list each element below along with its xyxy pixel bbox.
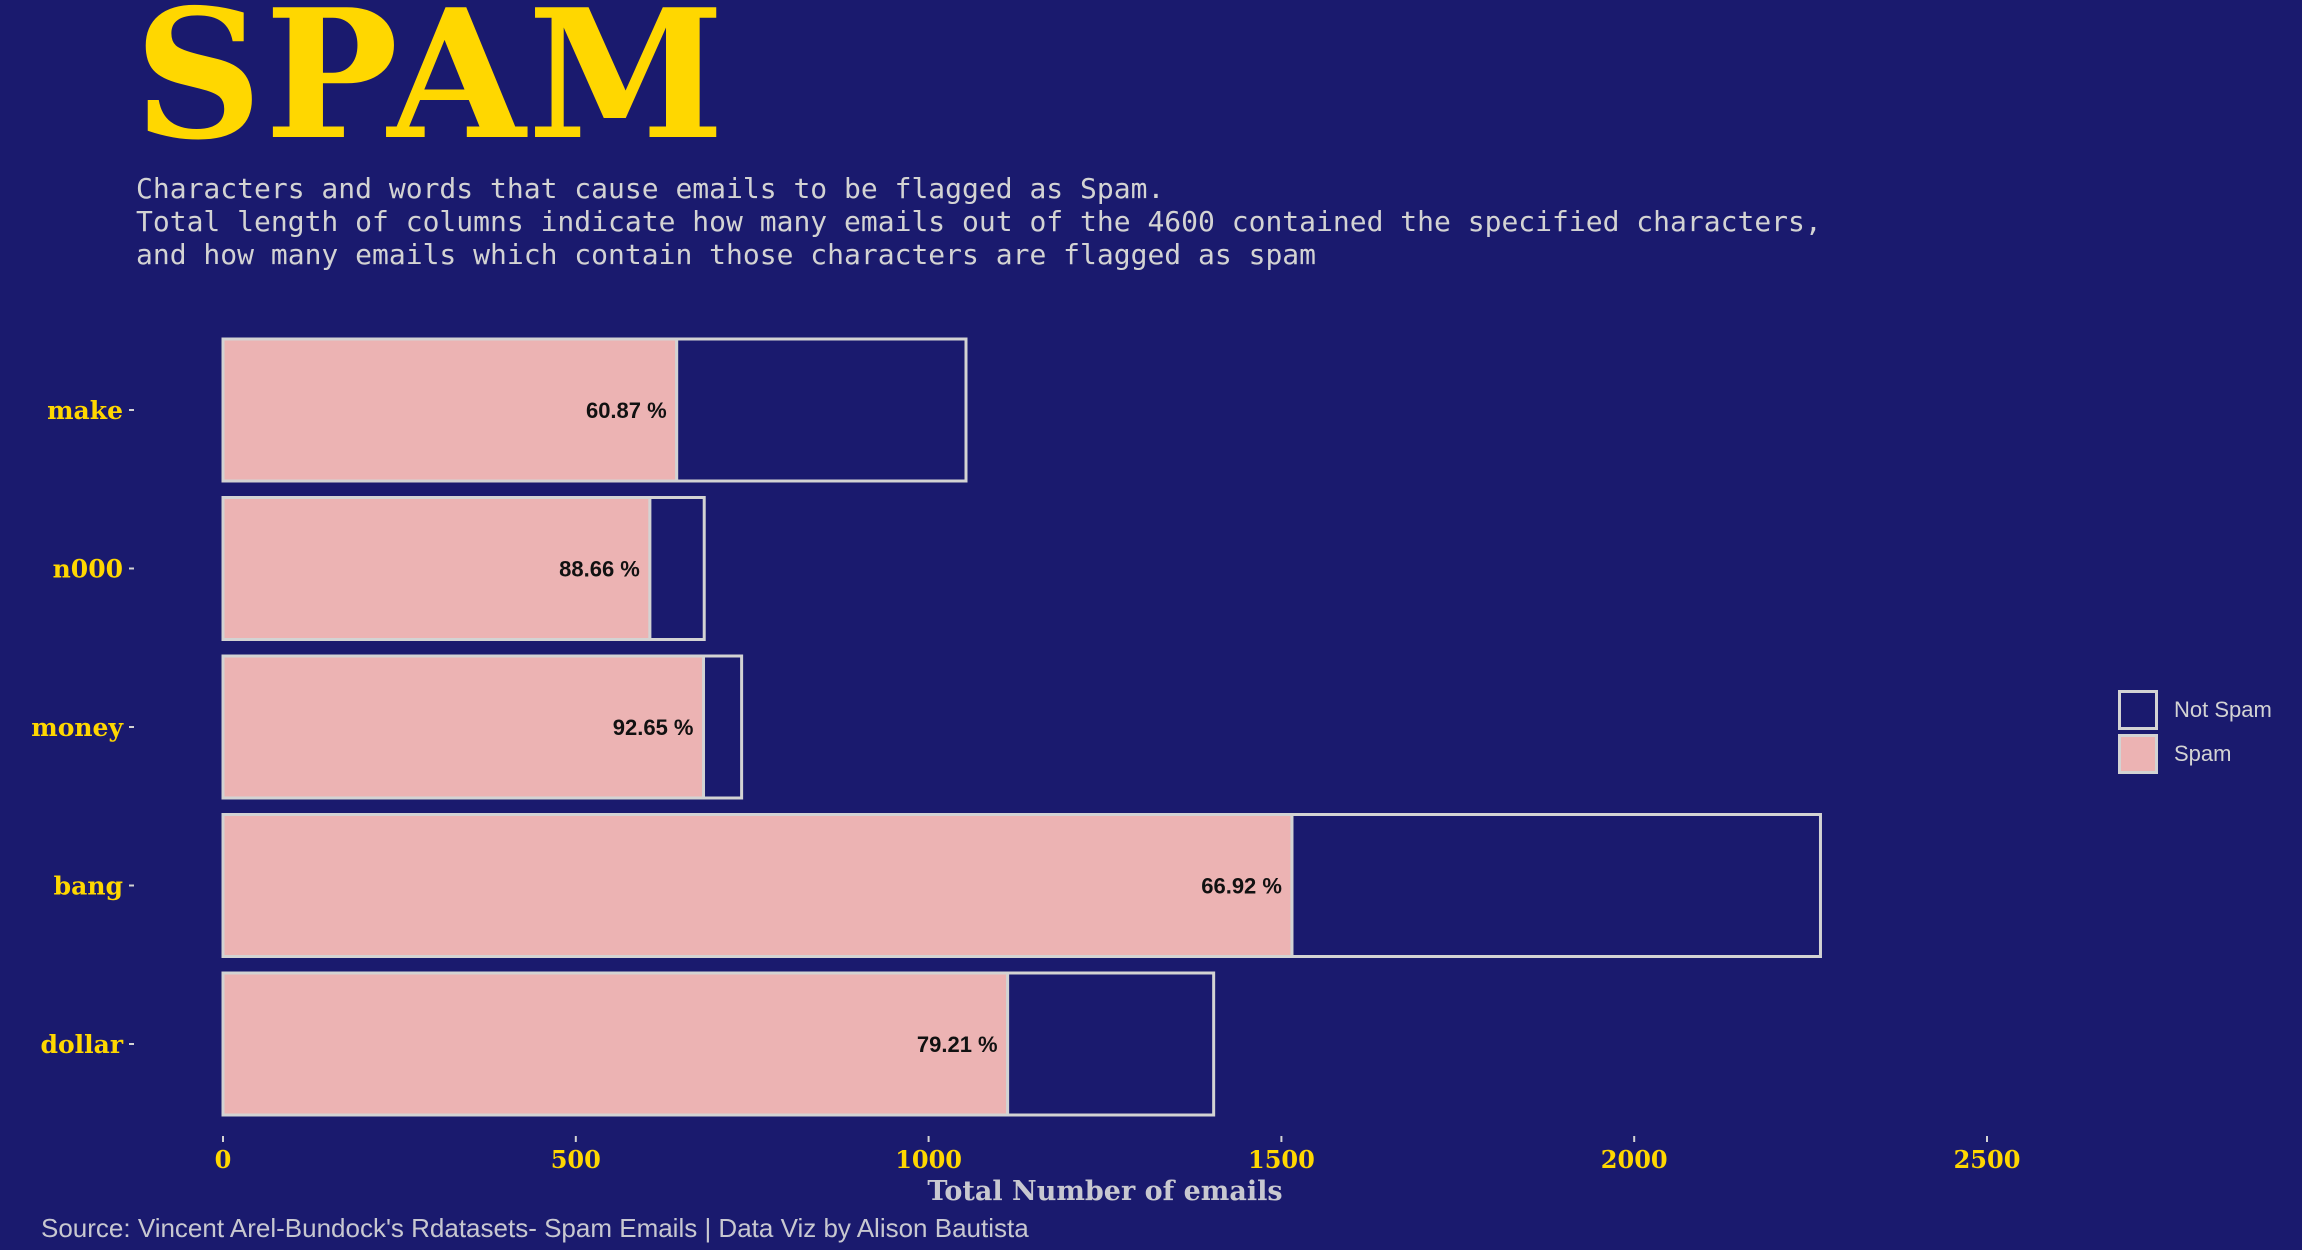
x-tick-label-0: 0 [215, 1145, 232, 1174]
bar-not-spam-money [702, 654, 744, 800]
x-tick-label-1000: 1000 [895, 1145, 962, 1174]
x-tick-label-2500: 2500 [1954, 1145, 2021, 1174]
y-tick-label-n000: n000 [53, 555, 123, 584]
chart-subtitle: Characters and words that cause emails t… [136, 172, 1822, 271]
bar-spam-dollar [221, 971, 1010, 1117]
subtitle-line-1: Characters and words that cause emails t… [136, 172, 1165, 205]
subtitle-line-2: Total length of columns indicate how man… [136, 205, 1822, 238]
subtitle-line-3: and how many emails which contain those … [136, 238, 1317, 271]
legend-item-spam: Spam [2118, 732, 2272, 776]
source-caption: Source: Vincent Arel-Bundock's Rdatasets… [41, 1213, 1029, 1243]
y-tick-label-make: make [47, 396, 123, 425]
legend: Not Spam Spam [2118, 688, 2272, 776]
legend-label-spam: Spam [2174, 741, 2232, 766]
data-label-bang: 66.92 % [1201, 874, 1282, 899]
y-tick-label-bang: bang [54, 872, 123, 901]
x-tick-label-1500: 1500 [1248, 1145, 1315, 1174]
data-label-n000: 88.66 % [559, 557, 640, 582]
data-label-make: 60.87 % [586, 398, 667, 423]
y-tick-label-money: money [31, 713, 124, 742]
bar-not-spam-n000 [648, 496, 706, 641]
bar-spam-n000 [221, 496, 652, 641]
legend-key-not-spam [2118, 690, 2158, 730]
x-tick-label-2000: 2000 [1601, 1145, 1668, 1174]
bar-not-spam-bang [1290, 813, 1822, 958]
bar-spam-bang [221, 813, 1294, 958]
y-tick-label-dollar: dollar [40, 1030, 123, 1059]
x-tick-label-500: 500 [551, 1145, 601, 1174]
bar-spam-money [221, 654, 706, 800]
bar-not-spam-dollar [1006, 971, 1216, 1117]
legend-key-spam [2118, 734, 2158, 774]
data-label-money: 92.65 % [613, 715, 694, 740]
data-label-dollar: 79.21 % [917, 1032, 998, 1057]
legend-label-not-spam: Not Spam [2174, 697, 2272, 722]
chart-title: SPAM [134, 0, 727, 179]
legend-item-not-spam: Not Spam [2118, 688, 2272, 732]
x-axis-title: Total Number of emails [927, 1176, 1282, 1207]
bar-not-spam-make [675, 337, 968, 483]
